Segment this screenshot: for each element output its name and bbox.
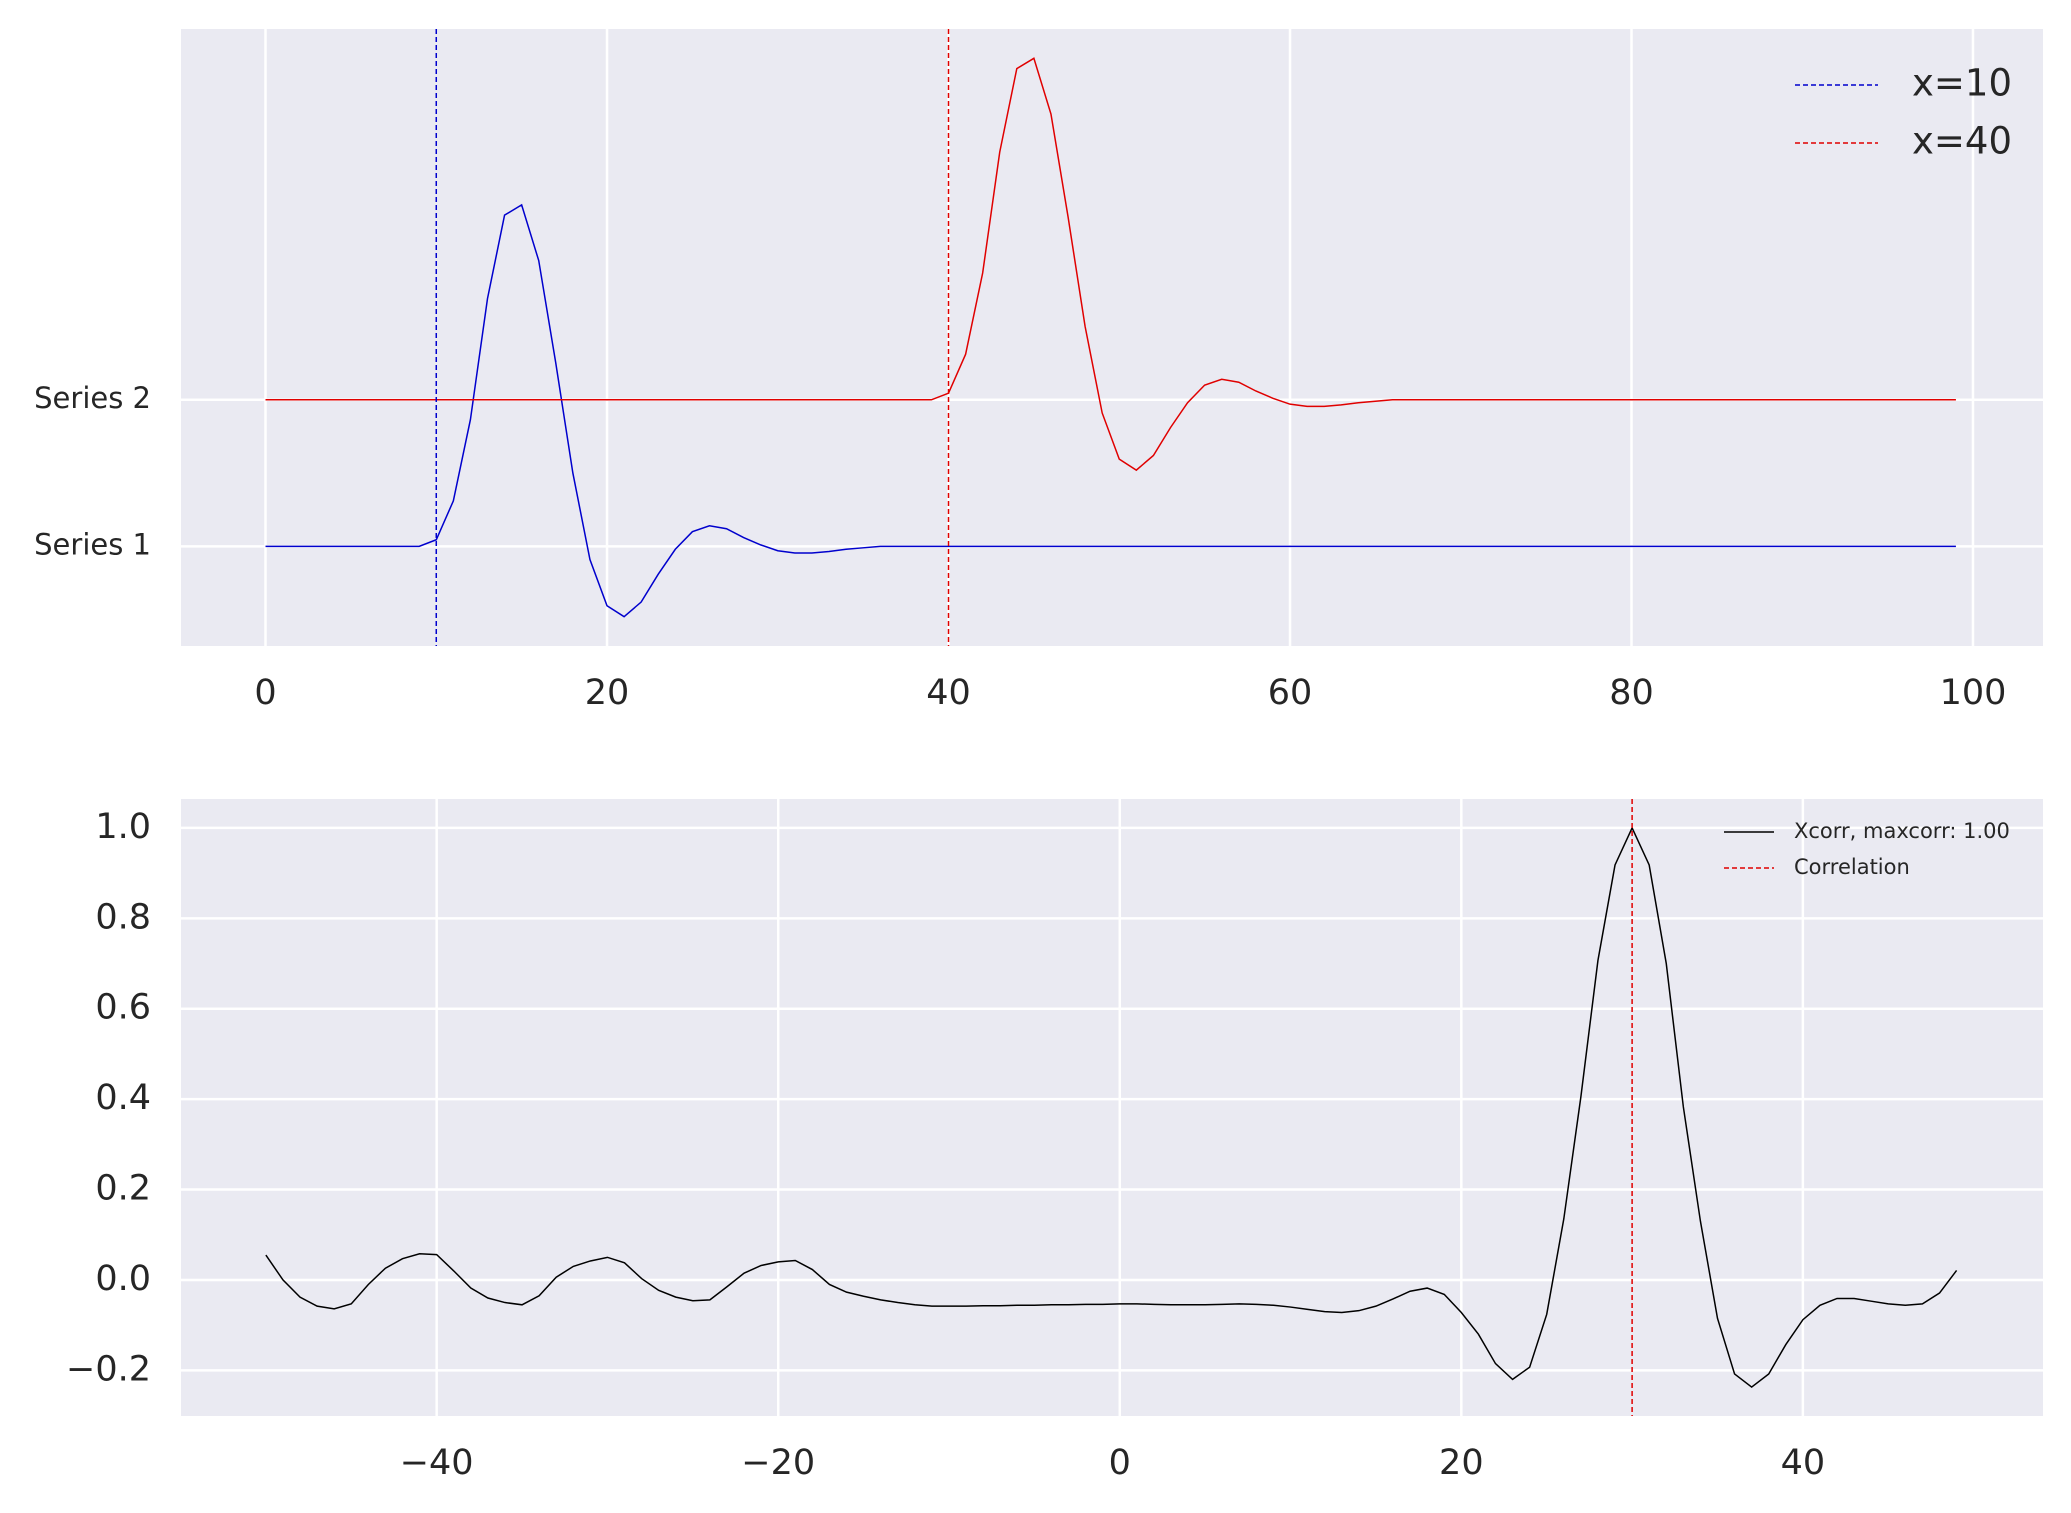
y-tick-label: 0.0 [95,1259,151,1299]
plot-area [181,29,2043,646]
x-tick-label: 20 [1439,1443,1484,1483]
x-tick-label: 40 [926,673,971,713]
x-tick-label: 20 [585,673,630,713]
x-tick-label: 100 [1940,673,2007,713]
y-tick-label: −0.2 [66,1349,151,1389]
x-tick-label: 60 [1268,673,1313,713]
y-tick-label: 1.0 [95,807,151,847]
x-tick-label: 80 [1609,673,1654,713]
y-tick-label: Series 1 [34,527,151,561]
series-line [265,826,1958,1389]
legend-label: Correlation [1794,855,1910,879]
plot-area [181,799,2043,1416]
x-tick-label: 0 [254,673,276,713]
y-tick-label: 0.2 [95,1169,151,1209]
x-tick-label: 40 [1781,1443,1826,1483]
y-tick-label: 0.4 [95,1078,151,1118]
x-tick-label: −20 [741,1443,815,1483]
series-line [265,203,1956,618]
x-tick-label: 0 [1109,1443,1131,1483]
y-tick-label: 0.6 [95,988,151,1028]
legend-label: Xcorr, maxcorr: 1.00 [1794,819,2010,843]
legend-label: x=10 [1912,62,2012,105]
x-tick-label: −40 [400,1443,474,1483]
y-tick-label: Series 2 [34,381,151,415]
y-tick-label: 0.8 [95,897,151,937]
legend-label: x=40 [1912,120,2012,163]
series-line [265,57,1956,472]
